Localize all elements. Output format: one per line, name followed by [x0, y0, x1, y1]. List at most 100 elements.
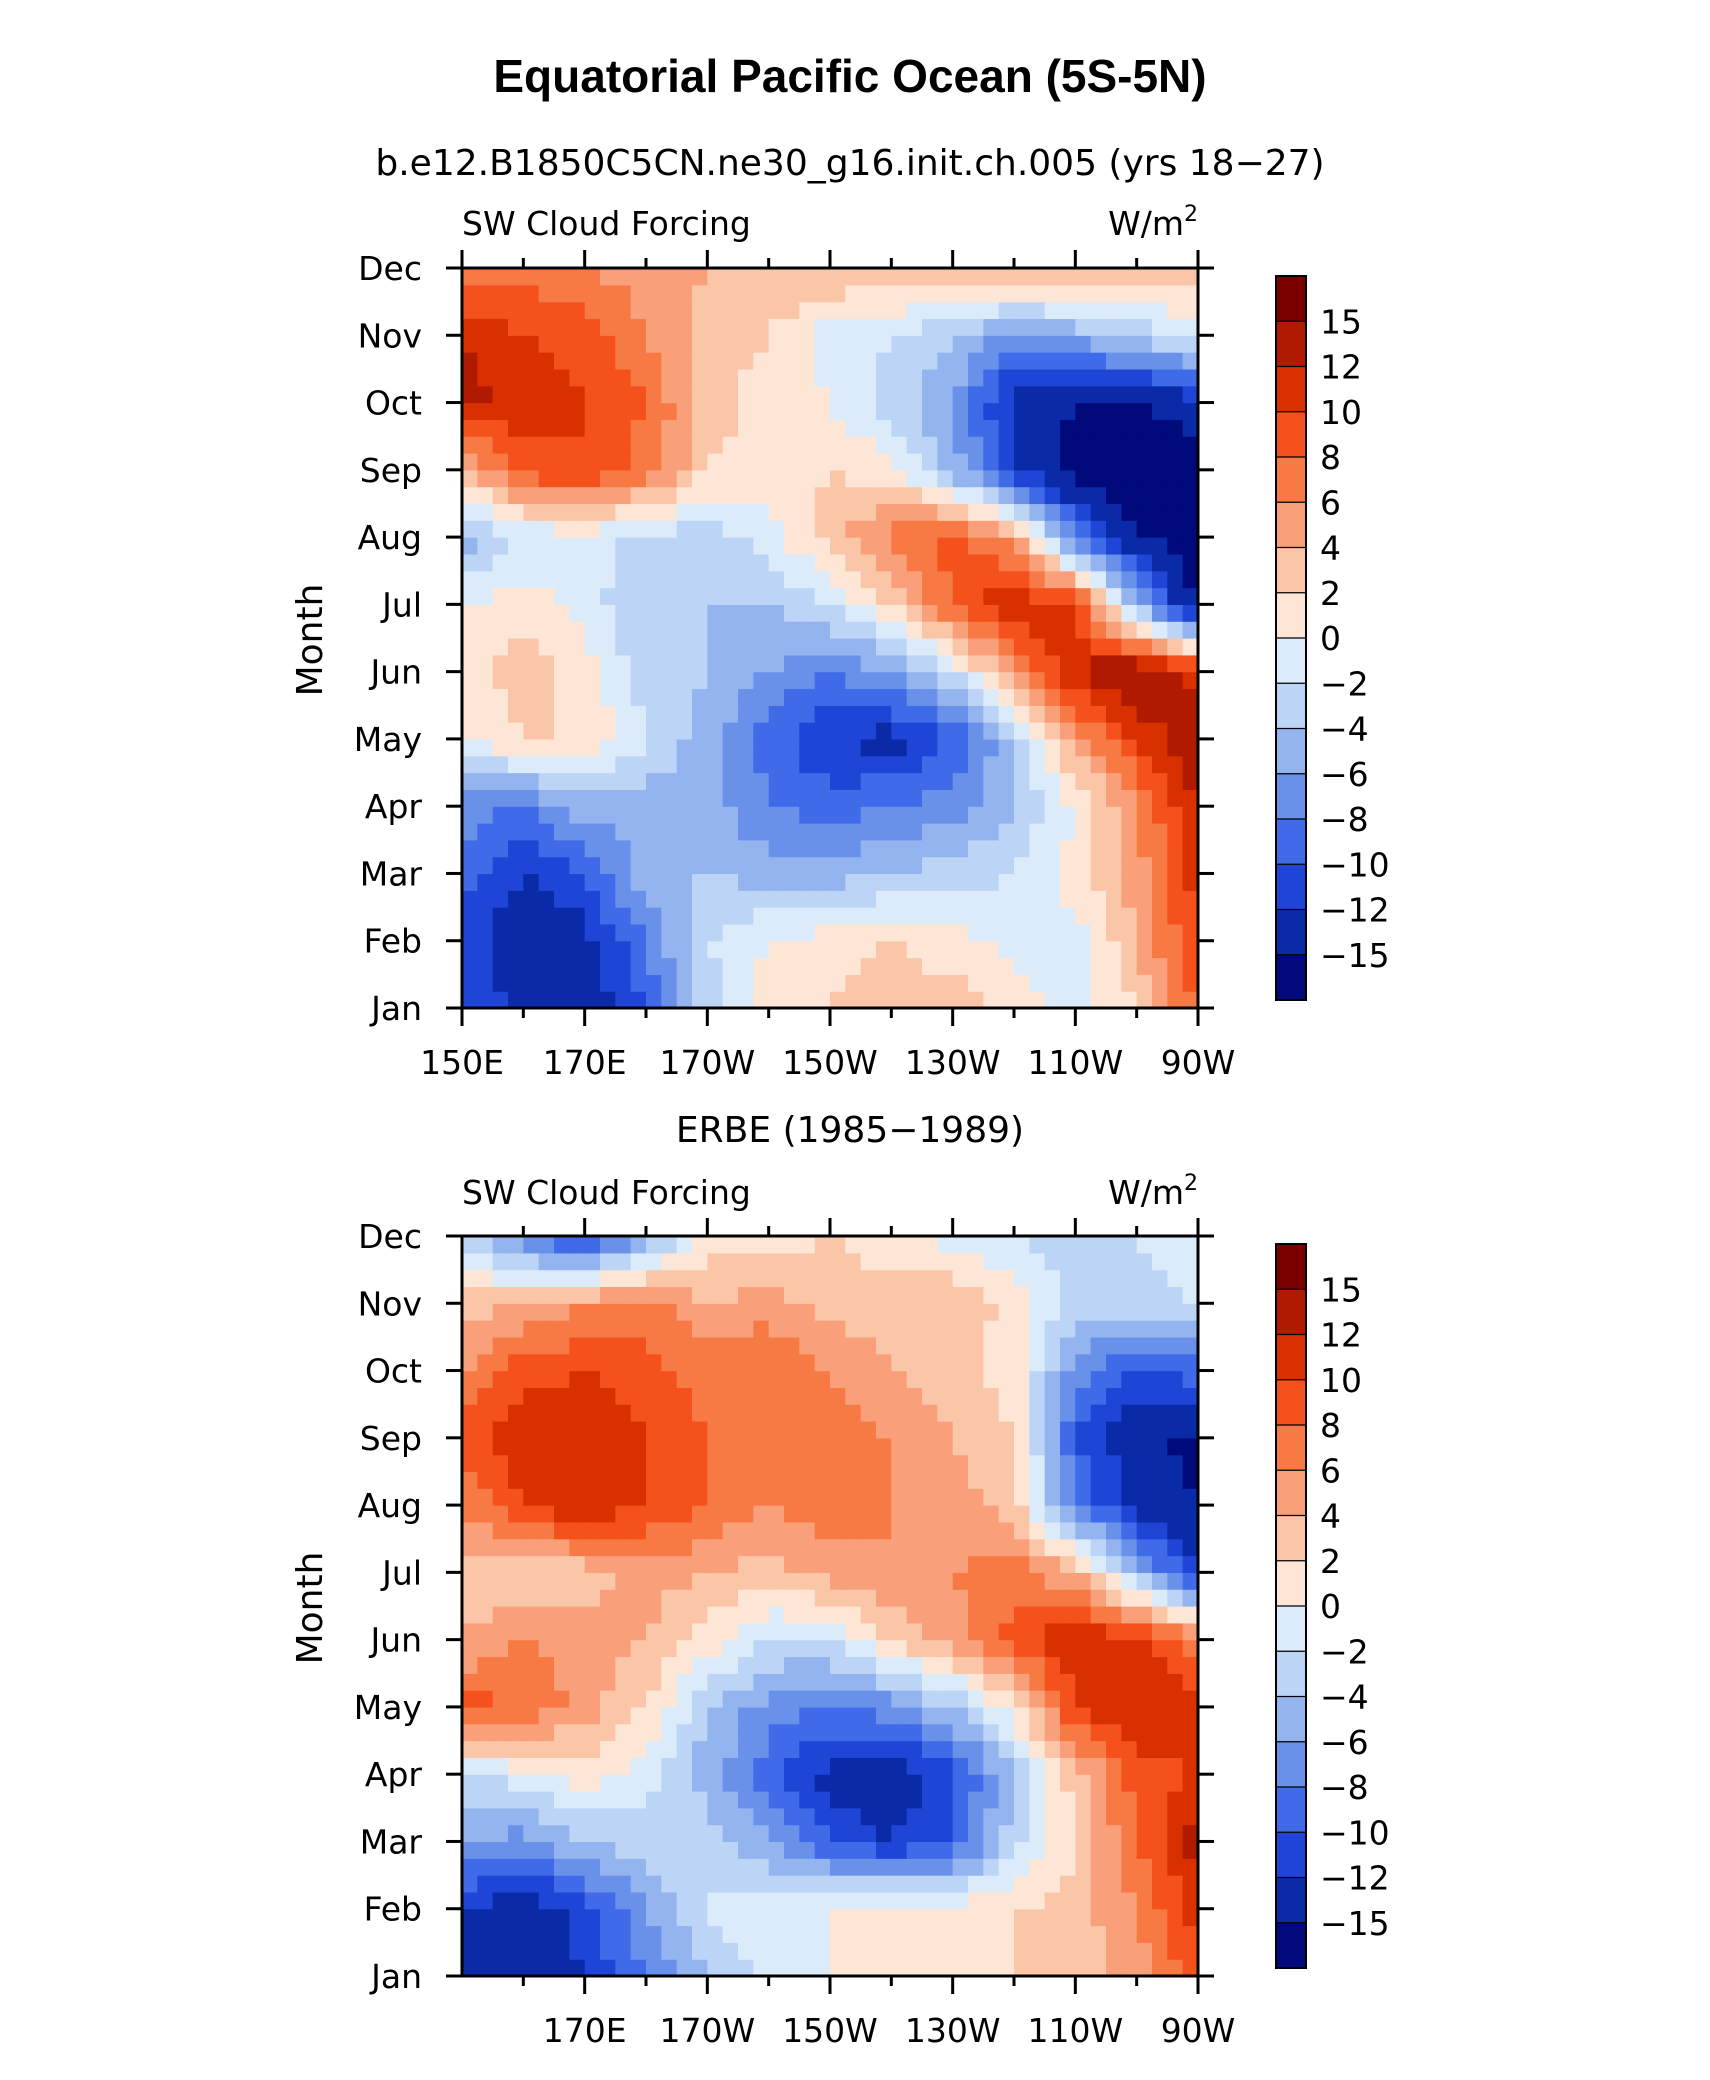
heatmap-cell — [998, 705, 1015, 723]
heatmap-cell — [661, 621, 678, 639]
heatmap-cell — [952, 1336, 969, 1355]
heatmap-cell — [738, 402, 754, 420]
heatmap-cell — [891, 1421, 908, 1439]
heatmap-cell — [738, 486, 754, 505]
heatmap-cell — [554, 537, 570, 555]
heatmap-cell — [569, 1370, 586, 1388]
heatmap-cell — [784, 604, 800, 622]
heatmap-cell — [707, 368, 724, 387]
heatmap-cell — [646, 1421, 662, 1439]
heatmap-cell — [891, 1454, 908, 1473]
heatmap-cell — [860, 1690, 877, 1708]
heatmap-cell — [1029, 1891, 1046, 1910]
heatmap-cell — [1152, 268, 1168, 286]
heatmap-cell — [1106, 1555, 1122, 1573]
heatmap-cell — [1152, 587, 1168, 605]
heatmap-cell — [492, 537, 509, 555]
heatmap-cell — [630, 738, 647, 757]
heatmap-cell — [753, 940, 770, 959]
heatmap-cell — [753, 772, 770, 790]
heatmap-cell — [876, 1320, 892, 1338]
heatmap-cell — [1060, 453, 1076, 471]
y-tick-label-feb: Feb — [364, 1890, 422, 1929]
heatmap-cell — [784, 755, 800, 774]
heatmap-cell — [876, 587, 892, 605]
heatmap-cell — [508, 688, 524, 706]
heatmap-cell — [922, 772, 938, 790]
heatmap-cell — [1106, 1521, 1122, 1540]
heatmap-cell — [891, 604, 908, 622]
heatmap-cell — [998, 1303, 1015, 1321]
heatmap-cell — [492, 1336, 509, 1355]
heatmap-cell — [768, 1471, 785, 1489]
heatmap-cell — [922, 520, 938, 538]
heatmap-cell — [538, 604, 555, 622]
heatmap-cell — [968, 1336, 984, 1355]
heatmap-cell — [784, 1606, 800, 1624]
heatmap-cell — [538, 621, 555, 639]
heatmap-cell — [1152, 570, 1168, 589]
heatmap-cell — [1060, 823, 1076, 841]
heatmap-cell — [830, 402, 846, 420]
heatmap-cell — [492, 1471, 509, 1489]
heatmap-cell — [1136, 368, 1153, 387]
heatmap-cell — [845, 1387, 862, 1405]
heatmap-cell — [1060, 1454, 1076, 1473]
heatmap-cell — [1075, 1891, 1092, 1910]
heatmap-cell — [646, 469, 662, 488]
heatmap-cell — [952, 638, 969, 656]
heatmap-cell — [508, 856, 524, 875]
heatmap-cell — [722, 688, 739, 706]
heatmap-cell — [738, 1807, 754, 1826]
heatmap-cell — [462, 537, 478, 555]
heatmap-cell — [600, 940, 616, 959]
heatmap-cell — [830, 907, 846, 925]
heatmap-cell — [799, 1723, 816, 1742]
heatmap-cell — [508, 419, 524, 437]
heatmap-cell — [1029, 621, 1046, 639]
heatmap-cell — [1029, 1370, 1046, 1388]
heatmap-cell — [600, 789, 616, 807]
heatmap-cell — [799, 1555, 816, 1573]
heatmap-cell — [676, 368, 693, 387]
heatmap-cell — [952, 1353, 969, 1372]
colorbar-swatch — [1276, 592, 1306, 639]
heatmap-cell — [922, 654, 938, 673]
heatmap-cell — [799, 1404, 816, 1422]
heatmap-cell — [554, 1387, 570, 1405]
heatmap-cell — [492, 1404, 509, 1422]
heatmap-cell — [538, 486, 555, 505]
heatmap-cell — [722, 1488, 739, 1506]
heatmap-cell — [1106, 469, 1122, 488]
heatmap-cell — [937, 1740, 954, 1758]
heatmap-cell — [937, 520, 954, 538]
heatmap-cell — [554, 1959, 570, 1977]
heatmap-cell — [538, 1471, 555, 1489]
heatmap-cell — [569, 1639, 586, 1658]
heatmap-cell — [1044, 789, 1061, 807]
heatmap-cell — [845, 268, 862, 286]
heatmap-cell — [462, 1387, 478, 1405]
heatmap-cell — [876, 1572, 892, 1590]
heatmap-cell — [615, 1286, 632, 1304]
heatmap-cell — [937, 402, 954, 420]
heatmap-cell — [906, 520, 923, 538]
heatmap-cell — [676, 268, 693, 286]
heatmap-cell — [630, 553, 647, 572]
heatmap-cell — [630, 469, 647, 488]
heatmap-cell — [462, 1320, 478, 1338]
heatmap-cell — [1075, 537, 1092, 555]
heatmap-cell — [1152, 873, 1168, 891]
heatmap-cell — [707, 1824, 724, 1843]
heatmap-cell — [508, 587, 524, 605]
heatmap-cell — [492, 1875, 509, 1893]
heatmap-cell — [968, 991, 984, 1009]
heatmap-cell — [952, 1875, 969, 1893]
heatmap-cell — [952, 1252, 969, 1271]
heatmap-cell — [860, 1589, 877, 1607]
heatmap-cell — [968, 856, 984, 875]
heatmap-cell — [676, 352, 693, 370]
heatmap-cell — [630, 1891, 647, 1910]
heatmap-cell — [753, 587, 770, 605]
heatmap-cell — [676, 621, 693, 639]
